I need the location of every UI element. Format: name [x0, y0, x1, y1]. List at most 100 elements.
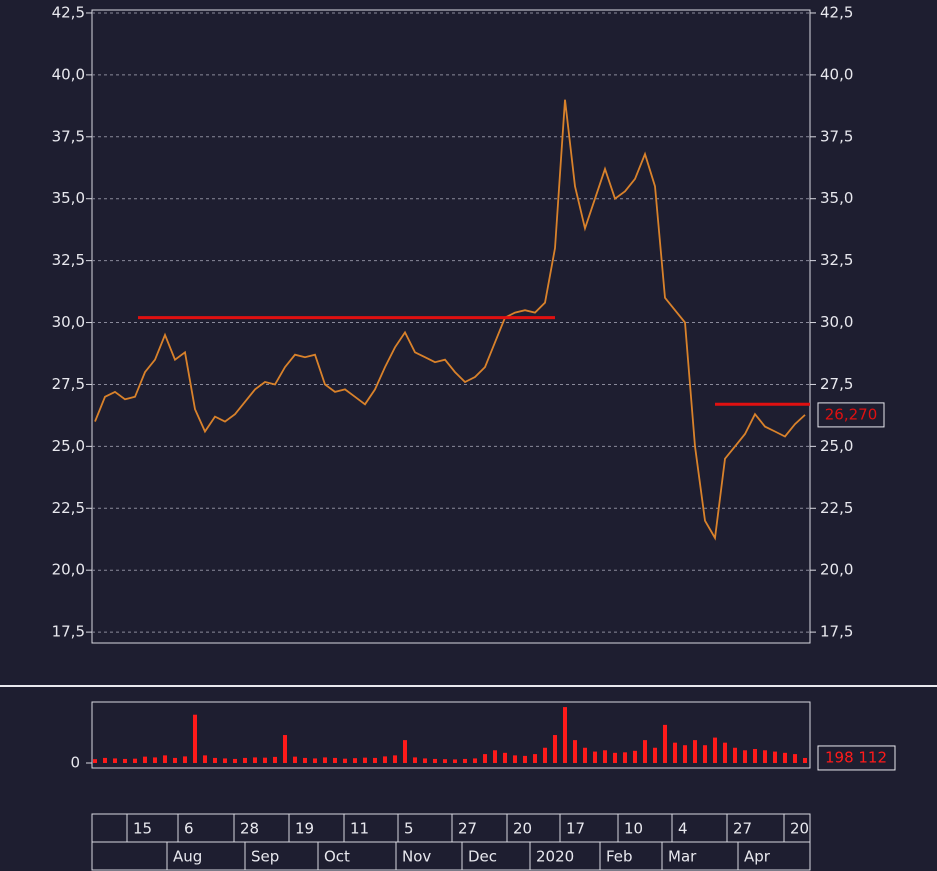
volume-bar — [633, 750, 637, 763]
volume-bar — [483, 754, 487, 763]
y-tick-label: 20,0 — [52, 561, 85, 579]
x-tick-label: Apr — [744, 848, 771, 866]
y2-tick-label: 37,5 — [820, 127, 853, 145]
x-tick-label: 6 — [184, 820, 194, 838]
x-tick-label: Dec — [468, 848, 497, 866]
volume-bar — [713, 737, 717, 763]
volume-bar — [143, 756, 147, 763]
y2-tick-label: 17,5 — [820, 623, 853, 641]
x-tick-label: 11 — [350, 820, 369, 838]
volume-bar — [123, 758, 127, 763]
volume-bar — [343, 758, 347, 763]
volume-bar — [663, 724, 667, 763]
volume-bar — [313, 758, 317, 763]
y2-tick-label: 35,0 — [820, 189, 853, 207]
x-tick-label: Mar — [668, 848, 697, 866]
volume-bar — [793, 754, 797, 763]
x-tick-label: 17 — [566, 820, 585, 838]
volume-bar — [603, 750, 607, 763]
time-cell — [91, 813, 128, 843]
y-tick-label: 32,5 — [52, 251, 85, 269]
last-price-label: 26,270 — [825, 405, 878, 423]
volume-bar — [653, 747, 657, 763]
x-tick-label: 10 — [624, 820, 643, 838]
volume-bar — [493, 750, 497, 763]
y2-tick-label: 20,0 — [820, 561, 853, 579]
volume-bar — [543, 747, 547, 763]
x-tick-label: 27 — [458, 820, 477, 838]
volume-bar — [723, 742, 727, 763]
y2-tick-label: 27,5 — [820, 375, 853, 393]
volume-bar — [373, 757, 377, 763]
y2-tick-label: 42,5 — [820, 3, 853, 21]
time-cell — [737, 841, 811, 871]
volume-bar — [133, 758, 137, 763]
x-tick-label: 20 — [513, 820, 532, 838]
time-cell — [91, 841, 168, 871]
volume-bar — [283, 735, 287, 763]
x-tick-label: Oct — [324, 848, 350, 866]
volume-bar — [683, 745, 687, 763]
volume-bar — [233, 758, 237, 763]
volume-bar — [103, 757, 107, 763]
volume-frame — [91, 701, 811, 769]
volume-bar — [273, 756, 277, 763]
volume-bar — [433, 758, 437, 763]
volume-bar — [583, 747, 587, 763]
last-volume-label: 198 112 — [825, 748, 887, 766]
volume-bar — [513, 755, 517, 763]
volume-bar — [413, 757, 417, 763]
y2-tick-label: 25,0 — [820, 437, 853, 455]
last-volume-box — [817, 745, 896, 771]
volume-bar — [323, 757, 327, 763]
volume-bar — [613, 752, 617, 763]
volume-bar — [203, 755, 207, 763]
y-tick-label: 37,5 — [52, 127, 85, 145]
y-tick-label: 35,0 — [52, 189, 85, 207]
x-tick-label: 5 — [404, 820, 414, 838]
volume-bar — [113, 758, 117, 763]
volume-bar — [753, 749, 757, 763]
x-tick-label: Aug — [173, 848, 202, 866]
volume-bar — [243, 757, 247, 763]
volume-bar — [783, 752, 787, 763]
volume-bar — [763, 750, 767, 763]
x-tick-label: 2020 — [536, 848, 574, 866]
volume-bar — [563, 707, 567, 763]
volume-bar — [383, 756, 387, 763]
volume-bar — [643, 740, 647, 763]
y2-tick-label: 30,0 — [820, 313, 853, 331]
volume-bar — [803, 757, 807, 763]
x-tick-label: 4 — [678, 820, 688, 838]
volume-bar — [733, 747, 737, 763]
x-tick-label: 19 — [295, 820, 314, 838]
volume-bar — [523, 755, 527, 763]
volume-bar — [253, 757, 257, 763]
volume-bar — [353, 758, 357, 763]
y-tick-label: 25,0 — [52, 437, 85, 455]
y2-tick-label: 32,5 — [820, 251, 853, 269]
volume-bar — [593, 751, 597, 763]
x-tick-label: 27 — [733, 820, 752, 838]
volume-bar — [263, 757, 267, 763]
y-tick-label: 17,5 — [52, 623, 85, 641]
x-tick-label: 20 — [790, 820, 809, 838]
x-tick-label: Feb — [606, 848, 633, 866]
volume-bar — [443, 759, 447, 763]
y-tick-label: 27,5 — [52, 375, 85, 393]
volume-bar — [423, 758, 427, 763]
x-tick-label: 28 — [240, 820, 259, 838]
volume-bar — [533, 754, 537, 763]
y-tick-label: 22,5 — [52, 499, 85, 517]
volume-bar — [743, 750, 747, 763]
volume-bar — [453, 759, 457, 763]
volume-bar — [703, 745, 707, 763]
volume-bar — [223, 758, 227, 763]
y-tick-label: 40,0 — [52, 65, 85, 83]
volume-bar — [163, 755, 167, 763]
volume-bar — [773, 751, 777, 763]
y-tick-label: 42,5 — [52, 3, 85, 21]
volume-bar — [623, 752, 627, 763]
x-tick-label: Nov — [402, 848, 431, 866]
